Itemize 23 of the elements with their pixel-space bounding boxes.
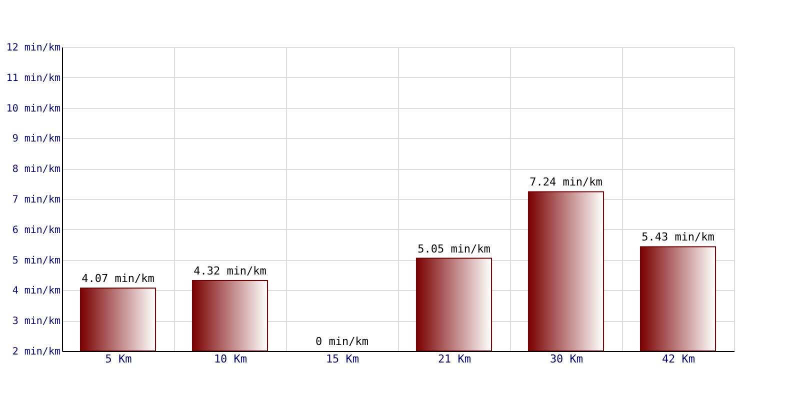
text: 0 min/km bbox=[316, 335, 368, 348]
y-tick-label: 4 min/km bbox=[12, 286, 60, 297]
y-tick-label: 3 min/km bbox=[12, 316, 60, 328]
data-label: 4.07 min/km bbox=[82, 272, 155, 286]
data-label: 4.32 min/km bbox=[194, 264, 267, 278]
y-tick-label: 5 min/km bbox=[12, 255, 60, 266]
x-tick-label: 5 Km bbox=[105, 352, 132, 366]
x-tick-label: 30 Km bbox=[550, 352, 584, 366]
x-tick-label: 21 Km bbox=[438, 352, 472, 366]
x-tick-label: 10 Km bbox=[214, 352, 248, 366]
data-label: 5.43 min/km bbox=[642, 230, 715, 244]
y-tick-label: 9 min/km bbox=[12, 134, 60, 145]
x-tick-label: 42 Km bbox=[662, 352, 696, 366]
y-tick-label: 10 min/km bbox=[6, 103, 60, 114]
y-tick-label: 7 min/km bbox=[12, 194, 60, 206]
y-tick-label: 12 min/km bbox=[6, 42, 60, 54]
y-tick-label: 6 min/km bbox=[12, 224, 60, 236]
x-tick-label: 15 Km bbox=[326, 352, 360, 366]
data-label: 5.05 min/km bbox=[418, 242, 491, 256]
y-tick-label: 2 min/km bbox=[12, 346, 60, 358]
data-label: 7.24 min/km bbox=[530, 176, 603, 189]
y-tick-label: 8 min/km bbox=[12, 164, 60, 176]
y-tick-label: 11 min/km bbox=[6, 72, 60, 84]
